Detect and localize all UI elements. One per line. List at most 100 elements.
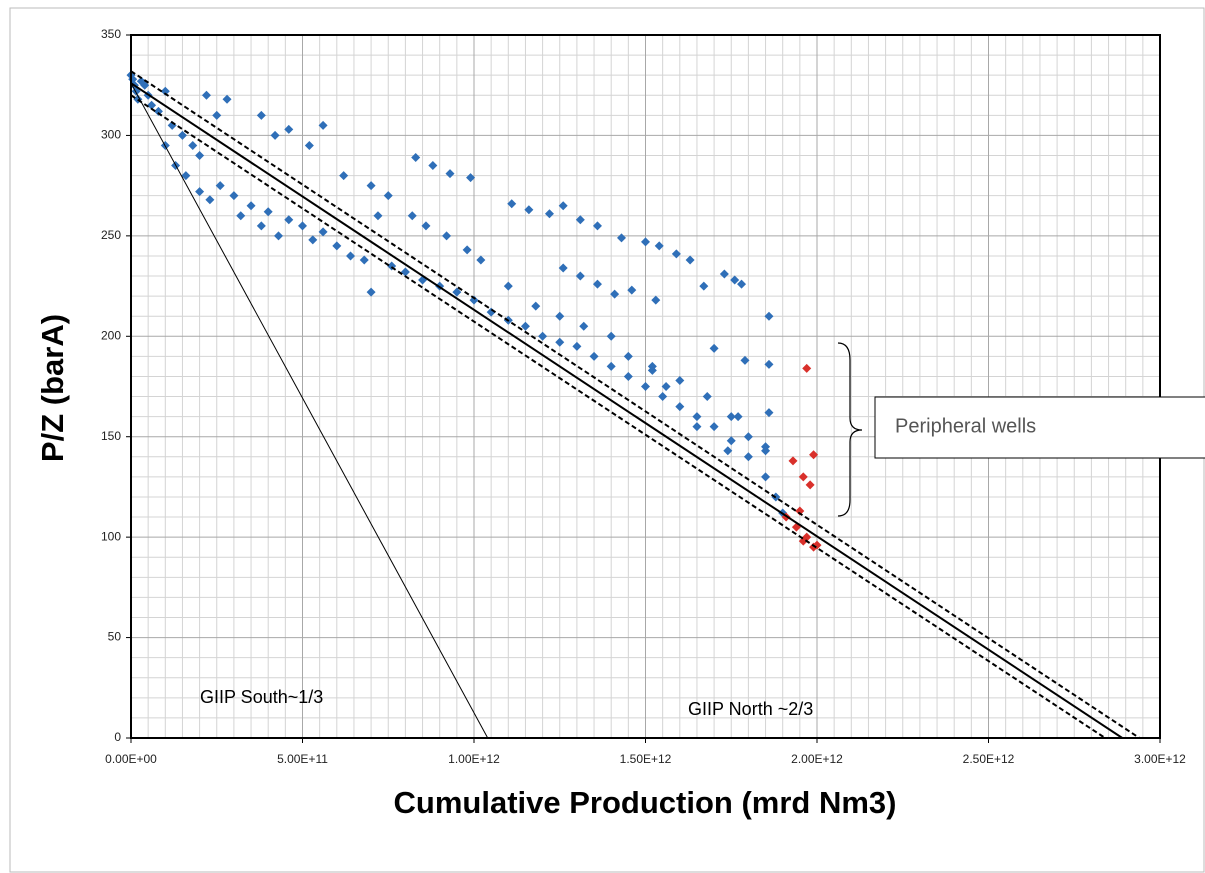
point [222, 94, 232, 104]
point [304, 140, 314, 150]
point [671, 249, 681, 259]
y-tick-label: 350 [101, 27, 121, 41]
point [641, 382, 650, 391]
point [623, 371, 633, 381]
point [661, 382, 671, 391]
point [651, 295, 661, 305]
point [627, 285, 637, 295]
point [606, 331, 616, 341]
point [692, 422, 702, 432]
x-tick-label: 2.50E+12 [963, 752, 1015, 766]
point [466, 173, 476, 183]
point [428, 161, 438, 171]
point [726, 436, 736, 446]
point [692, 412, 702, 422]
y-tick-label: 150 [101, 429, 121, 443]
point [400, 267, 410, 277]
point [675, 375, 685, 385]
x-tick-label: 2.00E+12 [791, 752, 843, 766]
point [366, 181, 376, 191]
point [802, 363, 812, 373]
trend-line [131, 82, 489, 738]
point [685, 255, 695, 265]
point [153, 106, 163, 116]
point [160, 86, 170, 96]
point [723, 446, 733, 456]
x-tick-label: 5.00E+11 [277, 752, 328, 766]
point [699, 281, 709, 291]
point [730, 275, 740, 285]
point [346, 251, 356, 261]
point [273, 231, 283, 241]
point [256, 221, 266, 231]
point [616, 233, 626, 243]
point [647, 365, 657, 375]
point [445, 169, 455, 179]
point [407, 211, 417, 221]
trend-line [131, 82, 1123, 738]
point [589, 351, 599, 361]
point [764, 408, 774, 418]
point [675, 402, 685, 412]
point [421, 221, 431, 231]
point [270, 130, 280, 140]
point [308, 235, 318, 245]
callout-text: Peripheral wells [895, 415, 1036, 437]
x-tick-label: 1.00E+12 [448, 752, 500, 766]
point [788, 456, 798, 466]
y-tick-label: 50 [108, 630, 122, 644]
point [795, 506, 805, 516]
x-tick-label: 1.50E+12 [620, 752, 672, 766]
point [623, 351, 633, 361]
point [809, 450, 819, 460]
point [229, 191, 239, 201]
trend-line [131, 70, 1140, 738]
point [641, 237, 650, 247]
point [212, 110, 222, 120]
point [592, 279, 602, 289]
point [177, 130, 187, 140]
point [544, 209, 554, 219]
x-tick-label: 3.00E+12 [1134, 752, 1186, 766]
point [332, 241, 342, 251]
point [798, 472, 808, 482]
x-tick-label: 0.00E+00 [105, 752, 157, 766]
point [743, 432, 753, 442]
y-tick-label: 100 [101, 529, 121, 543]
y-tick-label: 300 [101, 128, 121, 142]
point [764, 311, 774, 321]
point [469, 295, 479, 305]
callout-box [874, 396, 1205, 459]
point [263, 207, 273, 217]
point [733, 412, 743, 422]
point [579, 321, 589, 331]
point [524, 205, 534, 215]
point [555, 311, 565, 321]
plot-border [130, 34, 1161, 739]
point [538, 331, 548, 341]
annotation: GIIP North ~2/3 [688, 699, 813, 719]
point [201, 90, 211, 100]
point [246, 201, 256, 211]
point [606, 361, 616, 371]
annotation: GIIP South~1/3 [200, 687, 323, 707]
point [195, 187, 205, 197]
point [764, 359, 774, 369]
point [284, 124, 294, 134]
point [658, 392, 668, 402]
point [575, 271, 585, 281]
point [318, 120, 328, 130]
point [147, 100, 157, 110]
point [318, 227, 328, 237]
brace [837, 342, 863, 517]
point [188, 140, 198, 150]
point [740, 355, 750, 365]
y-axis-label: P/Z (barA) [35, 314, 70, 462]
point [359, 255, 369, 265]
point [761, 472, 771, 482]
point [411, 153, 421, 163]
point [181, 171, 191, 181]
point [366, 287, 376, 297]
point [726, 412, 736, 422]
